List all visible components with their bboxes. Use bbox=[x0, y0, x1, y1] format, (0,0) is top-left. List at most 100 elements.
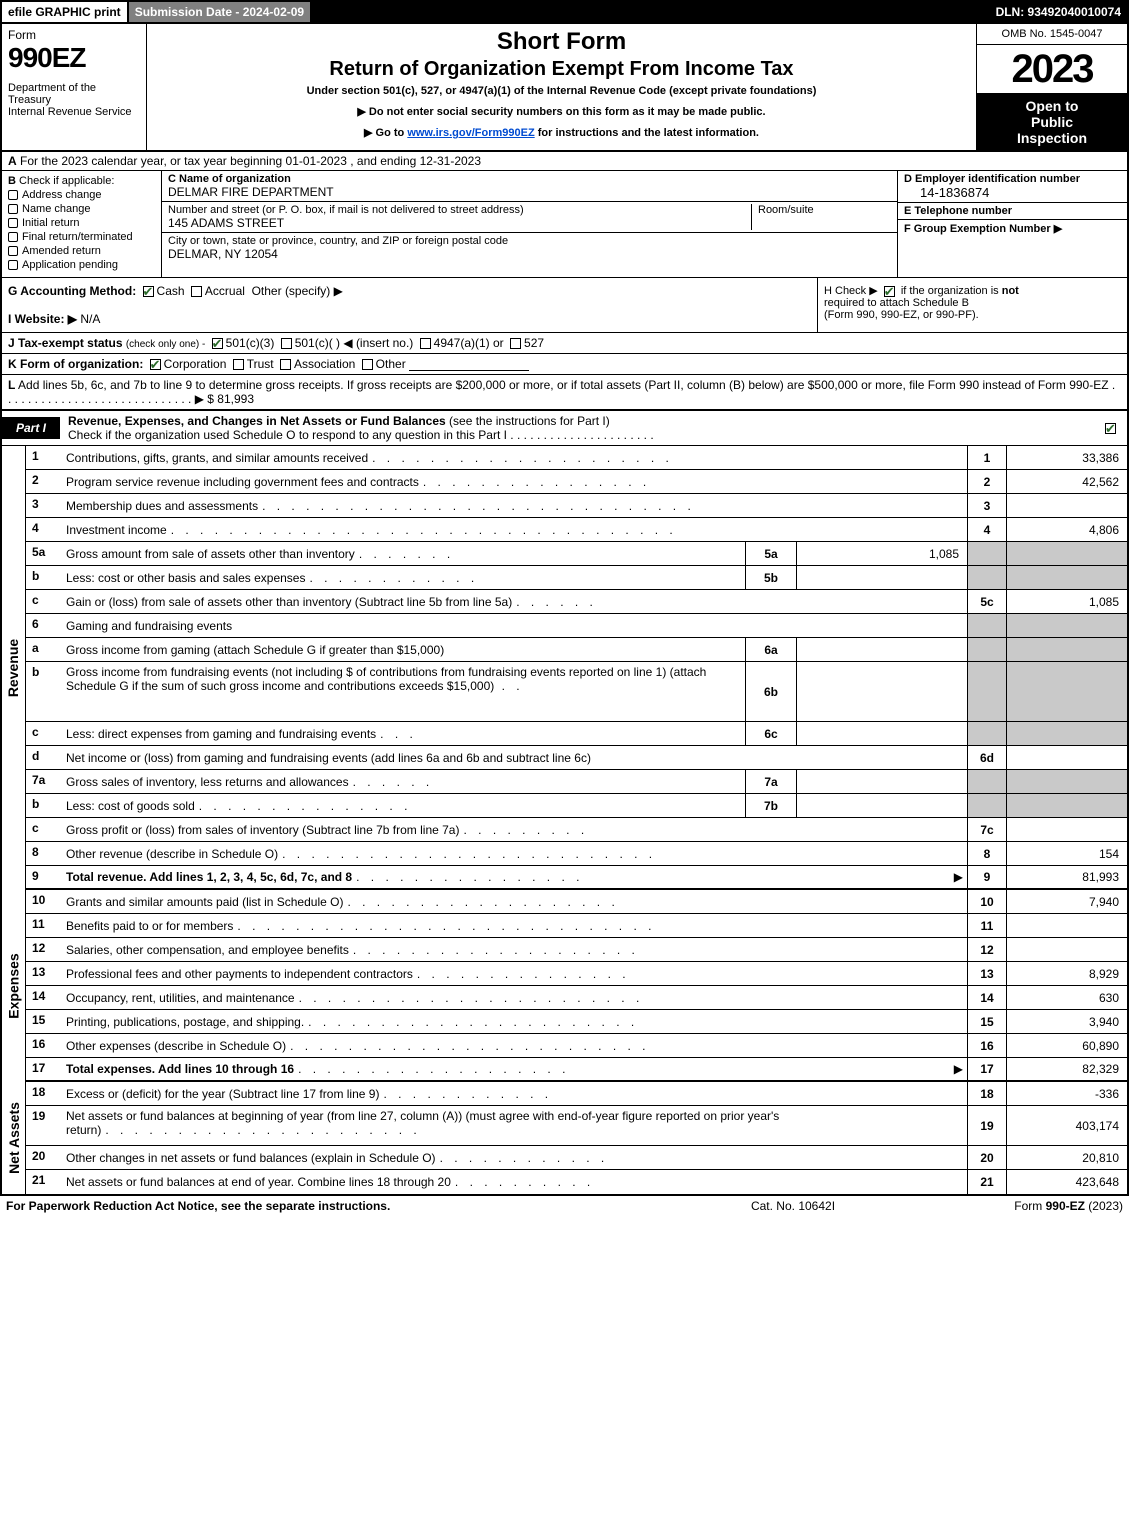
note-goto: ▶ Go to www.irs.gov/Form990EZ for instru… bbox=[155, 126, 968, 139]
l18-val: -336 bbox=[1007, 1082, 1127, 1105]
l6b-sub: 6b bbox=[745, 662, 797, 721]
l15-num: 15 bbox=[26, 1010, 66, 1033]
e-label: E Telephone number bbox=[904, 205, 1012, 217]
row-l: L Add lines 5b, 6c, and 7b to line 9 to … bbox=[0, 375, 1129, 411]
j-note: (check only one) - bbox=[126, 339, 205, 350]
form-number: 990EZ bbox=[8, 42, 140, 74]
chk-501c[interactable] bbox=[281, 338, 292, 349]
chk-corporation[interactable] bbox=[150, 359, 161, 370]
l7b-sub: 7b bbox=[745, 794, 797, 817]
omb-number: OMB No. 1545-0047 bbox=[977, 24, 1127, 45]
title-return: Return of Organization Exempt From Incom… bbox=[155, 58, 968, 81]
chk-initial-return-label: Initial return bbox=[22, 217, 79, 229]
l7b-subval bbox=[797, 794, 967, 817]
l6c-rnum-grey bbox=[967, 722, 1007, 745]
chk-final-return[interactable]: Final return/terminated bbox=[8, 231, 155, 243]
l11-val bbox=[1007, 914, 1127, 937]
chk-527[interactable] bbox=[510, 338, 521, 349]
l3-desc: Membership dues and assessments bbox=[66, 499, 258, 513]
dln-label: DLN: 93492040010074 bbox=[990, 2, 1127, 22]
inspect-line1: Open to bbox=[979, 98, 1125, 114]
chk-501c3[interactable] bbox=[212, 338, 223, 349]
part1-tab: Part I bbox=[2, 417, 60, 439]
l2-desc: Program service revenue including govern… bbox=[66, 475, 419, 489]
netassets-table: Net Assets 18 Excess or (deficit) for th… bbox=[0, 1082, 1129, 1194]
part1-subnote: Check if the organization used Schedule … bbox=[68, 428, 507, 442]
form-header: Form 990EZ Department of the Treasury In… bbox=[0, 24, 1129, 152]
l21-val: 423,648 bbox=[1007, 1170, 1127, 1194]
l4-desc: Investment income bbox=[66, 523, 167, 537]
revenue-table: Revenue 1 Contributions, gifts, grants, … bbox=[0, 446, 1129, 890]
j-o3: 4947(a)(1) or bbox=[434, 336, 504, 350]
chk-initial-return[interactable]: Initial return bbox=[8, 217, 155, 229]
l12-desc: Salaries, other compensation, and employ… bbox=[66, 943, 349, 957]
l6b-subval bbox=[797, 662, 967, 721]
chk-amended-return[interactable]: Amended return bbox=[8, 245, 155, 257]
k-o3: Association bbox=[294, 357, 355, 371]
expenses-sidelabel: Expenses bbox=[2, 890, 26, 1082]
l21-rnum: 21 bbox=[967, 1170, 1007, 1194]
chk-cash[interactable] bbox=[143, 286, 154, 297]
irs-link[interactable]: www.irs.gov/Form990EZ bbox=[407, 127, 534, 139]
chk-amended-return-label: Amended return bbox=[22, 245, 101, 257]
header-right: OMB No. 1545-0047 2023 Open to Public In… bbox=[977, 24, 1127, 150]
l8-val: 154 bbox=[1007, 842, 1127, 865]
section-c: C Name of organization DELMAR FIRE DEPAR… bbox=[162, 171, 897, 277]
l7c-val bbox=[1007, 818, 1127, 841]
l4-val: 4,806 bbox=[1007, 518, 1127, 541]
line-18: 18 Excess or (deficit) for the year (Sub… bbox=[26, 1082, 1127, 1106]
l6-rval-grey bbox=[1007, 614, 1127, 637]
line-10: 10 Grants and similar amounts paid (list… bbox=[26, 890, 1127, 914]
g-label: G Accounting Method: bbox=[8, 284, 136, 298]
c-name-label: C Name of organization bbox=[168, 173, 291, 185]
line-5a: 5a Gross amount from sale of assets othe… bbox=[26, 542, 1127, 566]
chk-trust[interactable] bbox=[233, 359, 244, 370]
org-street: 145 ADAMS STREET bbox=[168, 216, 751, 230]
chk-association[interactable] bbox=[280, 359, 291, 370]
l6a-num: a bbox=[26, 638, 66, 661]
l6a-subval bbox=[797, 638, 967, 661]
l4-rnum: 4 bbox=[967, 518, 1007, 541]
website-value: N/A bbox=[80, 312, 100, 326]
chk-name-change[interactable]: Name change bbox=[8, 203, 155, 215]
l1-num: 1 bbox=[26, 446, 66, 469]
c-city-label: City or town, state or province, country… bbox=[168, 235, 891, 247]
chk-other-org[interactable] bbox=[362, 359, 373, 370]
chk-schedule-o-part1[interactable] bbox=[1105, 423, 1116, 434]
g-accounting: G Accounting Method: Cash Accrual Other … bbox=[2, 278, 817, 332]
k-other-line[interactable] bbox=[409, 370, 529, 371]
l17-num: 17 bbox=[26, 1058, 66, 1080]
chk-address-change[interactable]: Address change bbox=[8, 189, 155, 201]
h-text3: required to attach Schedule B bbox=[824, 297, 969, 309]
c-addr-label: Number and street (or P. O. box, if mail… bbox=[168, 204, 751, 216]
chk-application-pending[interactable]: Application pending bbox=[8, 259, 155, 271]
l20-desc: Other changes in net assets or fund bala… bbox=[66, 1151, 436, 1165]
dept-treasury: Department of the Treasury bbox=[8, 82, 140, 106]
l7a-rval-grey bbox=[1007, 770, 1127, 793]
l5a-rnum-grey bbox=[967, 542, 1007, 565]
chk-accrual[interactable] bbox=[191, 286, 202, 297]
l7c-rnum: 7c bbox=[967, 818, 1007, 841]
l7a-rnum-grey bbox=[967, 770, 1007, 793]
room-suite: Room/suite bbox=[751, 204, 891, 230]
line-16: 16 Other expenses (describe in Schedule … bbox=[26, 1034, 1127, 1058]
line-19: 19 Net assets or fund balances at beginn… bbox=[26, 1106, 1127, 1146]
l6c-subval bbox=[797, 722, 967, 745]
l5c-num: c bbox=[26, 590, 66, 613]
footer-cat: Cat. No. 10642I bbox=[663, 1199, 923, 1213]
l14-val: 630 bbox=[1007, 986, 1127, 1009]
row-k: K Form of organization: Corporation Trus… bbox=[0, 354, 1129, 375]
l6c-desc: Less: direct expenses from gaming and fu… bbox=[66, 727, 376, 741]
chk-4947[interactable] bbox=[420, 338, 431, 349]
arrow-icon: ▶ bbox=[954, 870, 963, 884]
part1-title-bold: Revenue, Expenses, and Changes in Net As… bbox=[68, 414, 446, 428]
efile-print-label[interactable]: efile GRAPHIC print bbox=[2, 2, 127, 22]
org-city: DELMAR, NY 12054 bbox=[168, 247, 891, 261]
l5b-sub: 5b bbox=[745, 566, 797, 589]
e-phone: E Telephone number bbox=[898, 203, 1127, 220]
l15-rnum: 15 bbox=[967, 1010, 1007, 1033]
l5b-rnum-grey bbox=[967, 566, 1007, 589]
chk-h[interactable] bbox=[884, 286, 895, 297]
l20-val: 20,810 bbox=[1007, 1146, 1127, 1169]
line-11: 11 Benefits paid to or for members. . . … bbox=[26, 914, 1127, 938]
